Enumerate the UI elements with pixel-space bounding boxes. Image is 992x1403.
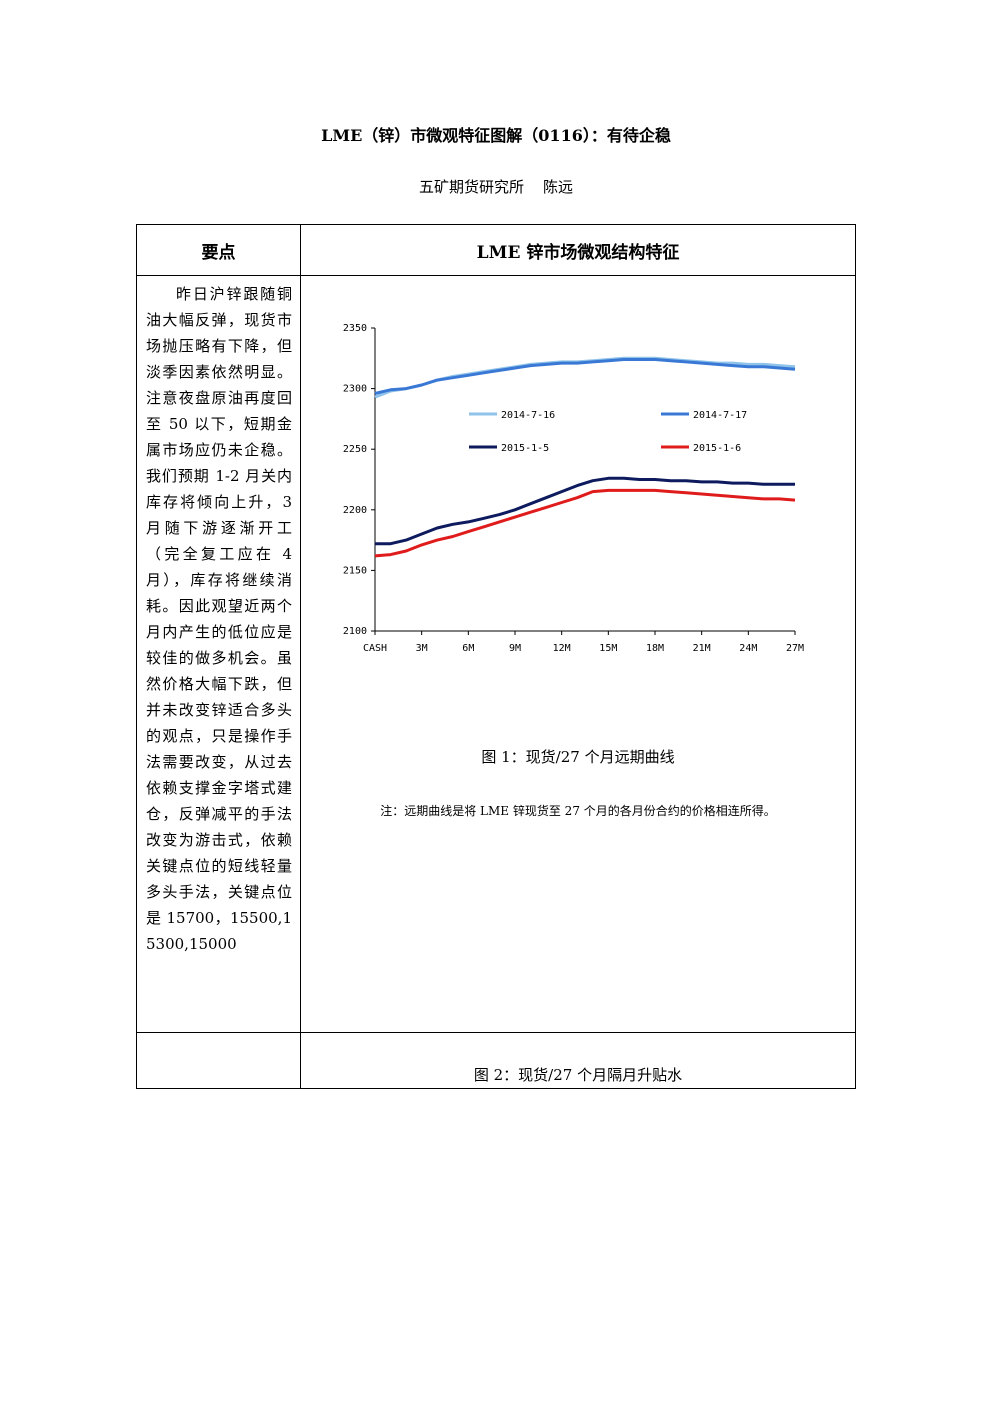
document-author: 五矿期货研究所 陈远 [418,178,574,196]
figure1-note: 注：远期曲线是将 LME 锌现货至 27 个月的各月份合约的价格相连所得。 [380,804,776,818]
y-tick-label: 2200 [343,505,367,516]
table-content-row: 昨日沪锌跟随铜油大幅反弹，现货市场抛压略有下降，但淡季因素依然明显。注意夜盘原油… [136,275,856,1033]
table-figure2-row: 图 2：现货/27 个月隔月升贴水 [136,1032,856,1089]
x-tick-label: 6M [462,643,474,654]
chart-cell: 2100 2150 2200 2250 2300 2350 CASH 3M 6M 9M 12M 15M… [300,275,856,1033]
x-tick-label: 3M [416,643,428,654]
x-tick-label: 9M [509,643,521,654]
x-tick-label: 12M [553,643,571,654]
x-tick-label: 18M [646,643,664,654]
x-tick-label: CASH [363,643,387,654]
y-tick-label: 2300 [343,384,367,395]
empty-cell [136,1032,301,1089]
x-tick-label: 24M [739,643,757,654]
figure2-caption: 图 2：现货/27 个月隔月升贴水 [300,1032,856,1089]
y-tick-label: 2100 [343,626,367,637]
legend-label: 2015-1-5 [501,443,549,454]
main-table: 要点 LME 锌市场微观结构特征 昨日沪锌跟随铜油大幅反弹，现货市场抛压略有下降… [136,224,856,1089]
y-tick-label: 2250 [343,444,367,455]
x-tick-label: 21M [693,643,711,654]
legend-label: 2014-7-17 [693,410,747,421]
y-tick-label: 2150 [343,565,367,576]
legend-label: 2015-1-6 [693,443,741,454]
forward-curve-chart: 2100 2150 2200 2250 2300 2350 CASH 3M 6M 9M 12M 15M… [343,323,804,654]
legend-label: 2014-7-16 [501,410,555,421]
document-title: LME（锌）市微观特征图解（0116）：有待企稳 [321,126,671,145]
x-tick-label: 27M [786,643,804,654]
summary-cell: 昨日沪锌跟随铜油大幅反弹，现货市场抛压略有下降，但淡季因素依然明显。注意夜盘原油… [136,275,301,1033]
series-line-2015-1-5 [375,476,795,546]
header-right-cell: LME 锌市场微观结构特征 [300,224,856,276]
figure1-caption: 图 1：现货/27 个月远期曲线 [481,748,675,766]
series-line-2015-1-6 [374,488,796,558]
header-left-cell: 要点 [136,224,301,276]
table-header-row: 要点 LME 锌市场微观结构特征 [136,224,856,276]
y-tick-label: 2350 [343,323,367,334]
x-tick-label: 15M [599,643,617,654]
series-line-2014-7-17 [374,358,796,395]
summary-text: 昨日沪锌跟随铜油大幅反弹，现货市场抛压略有下降，但淡季因素依然明显。注意夜盘原油… [146,285,292,953]
